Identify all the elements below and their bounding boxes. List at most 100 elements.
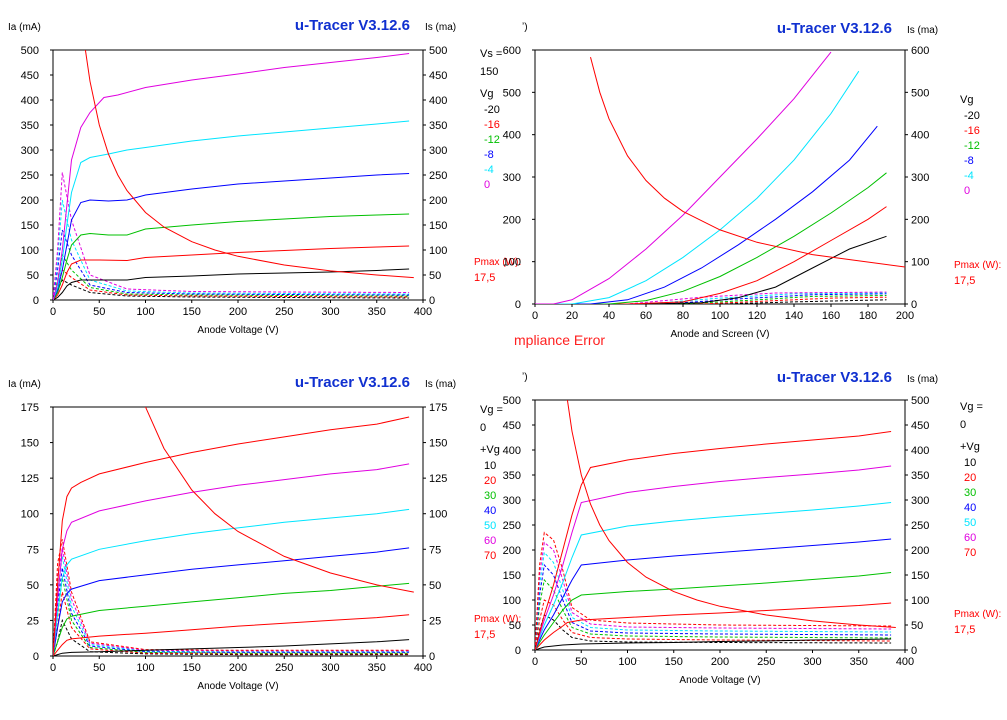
y2-tick-label: 100 [429,509,447,521]
y2-axis-label: Is (ma) [907,374,938,385]
anode-current-line-5 [53,508,410,656]
x-tick-label: 400 [414,662,432,674]
screen-current-line-4 [53,567,410,656]
y-tick-label: 500 [503,395,521,407]
y2-tick-label: 50 [429,580,441,592]
y-tick-label: 400 [21,95,39,107]
x-tick-label: 200 [896,310,914,322]
plot-area [53,50,414,300]
y-tick-label: 250 [503,520,521,532]
screen-current-line-3 [535,578,892,650]
x-tick-label: 200 [229,306,247,318]
screen-current-line-7 [535,531,892,650]
screen-current-line-2 [53,591,410,656]
pmax-value: 17,5 [474,272,495,284]
screen-current-line-7 [53,539,410,656]
x-tick-label: 20 [566,310,578,322]
screen-current-line-2 [535,599,892,650]
y-tick-label: 300 [503,495,521,507]
y-tick-label: 200 [503,214,521,226]
y2-axis-label: Is (ma) [425,22,456,33]
legend-title: Vg [480,88,493,100]
y-tick-label: 50 [27,270,39,282]
x-tick-label: 180 [859,310,877,322]
legend-entry: 30 [484,490,496,502]
y2-tick-label: 300 [429,145,447,157]
y2-tick-label: 150 [429,220,447,232]
y2-tick-label: 350 [911,470,929,482]
y-axis-label: ʼ) [520,372,528,383]
x-tick-label: 300 [321,306,339,318]
y2-tick-label: 300 [911,495,929,507]
x-tick-label: 150 [183,662,201,674]
x-tick-label: 300 [803,656,821,668]
legend-entry: -16 [484,119,500,131]
x-tick-label: 100 [711,310,729,322]
error-message: mpliance Error [514,332,605,348]
anode-current-line-6 [53,463,410,656]
y2-axis-label: Is (ma) [425,379,456,390]
anode-current-line-6 [535,51,832,304]
y2-tick-label: 450 [429,70,447,82]
legend-header: 0 [960,419,966,431]
y2-tick-label: 200 [911,545,929,557]
screen-current-line-5 [53,556,410,656]
legend-entry: 60 [964,532,976,544]
screen-current-line-1 [535,614,892,650]
y-axis-label: Ia (mA) [8,22,41,33]
anode-current-line-3 [535,172,887,304]
screen-current-line-6 [53,172,410,300]
y2-tick-label: 0 [429,651,435,663]
pmax-label: Pmax (W): [474,257,521,268]
screen-current-line-1 [53,279,410,300]
x-tick-label: 100 [618,656,636,668]
y2-tick-label: 175 [429,402,447,414]
y-tick-label: 25 [27,615,39,627]
x-tick-label: 0 [532,310,538,322]
pmax-value: 17,5 [954,624,975,636]
x-tick-label: 50 [575,656,587,668]
x-axis-label: Anode Voltage (V) [197,681,278,692]
legend-entry: -20 [484,104,500,116]
y-tick-label: 600 [503,45,521,57]
y-tick-label: 200 [503,545,521,557]
x-tick-label: 350 [368,662,386,674]
y2-tick-label: 50 [911,620,923,632]
pmax-label: Pmax (W): [954,609,1001,620]
legend-entry: 40 [964,502,976,514]
x-tick-label: 200 [711,656,729,668]
anode-current-line-1 [53,268,410,300]
anode-current-line-4 [535,125,878,304]
y-tick-label: 300 [503,172,521,184]
y-tick-label: 150 [503,570,521,582]
pmax-value: 17,5 [474,629,495,641]
x-axis-label: Anode Voltage (V) [679,675,760,686]
y2-tick-label: 250 [429,170,447,182]
y-tick-label: 50 [509,620,521,632]
y-tick-label: 0 [515,645,521,657]
pmax-label: Pmax (W): [474,614,521,625]
y-tick-label: 125 [21,473,39,485]
x-tick-label: 250 [275,306,293,318]
anode-current-line-3 [53,582,410,656]
pmax-hyperbola [144,407,414,593]
legend-entry: -12 [484,134,500,146]
x-tick-label: 80 [677,310,689,322]
anode-current-line-5 [53,120,410,300]
y2-tick-label: 0 [911,645,917,657]
anode-current-line-1 [535,235,887,304]
anode-current-line-5 [535,502,892,650]
x-tick-label: 120 [748,310,766,322]
legend-title: +Vg [480,444,500,456]
y-tick-label: 450 [21,70,39,82]
legend-entry: 50 [964,517,976,529]
y-tick-label: 100 [503,595,521,607]
y-tick-label: 175 [21,402,39,414]
legend-header: Vs = [480,48,502,60]
chart-title: u-Tracer V3.12.6 [295,17,410,34]
legend-entry: 20 [484,475,496,487]
y-tick-label: 150 [21,438,39,450]
y-tick-label: 450 [503,420,521,432]
y2-tick-label: 500 [911,87,929,99]
